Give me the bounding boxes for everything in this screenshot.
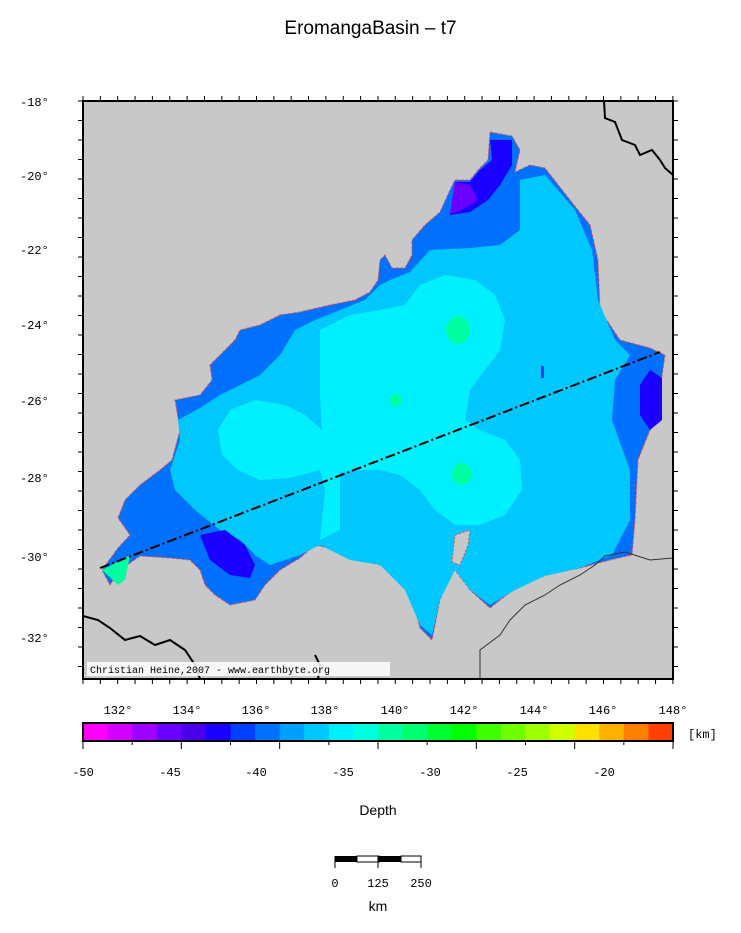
colorbar-unit: [km] xyxy=(688,728,717,742)
colorbar-tick-label: -25 xyxy=(506,766,528,780)
colorbar-swatch xyxy=(156,723,182,741)
colorbar-tick-label: -50 xyxy=(72,766,94,780)
colorbar-swatch xyxy=(476,723,502,741)
colorbar-swatch xyxy=(181,723,207,741)
colorbar-tick-label: -40 xyxy=(245,766,267,780)
lat-label: -18° xyxy=(20,96,49,110)
lake-notch xyxy=(451,529,471,566)
depth-mark-small xyxy=(541,366,544,378)
map-title: EromangaBasin – t7 xyxy=(284,18,457,39)
colorbar-swatch xyxy=(279,723,305,741)
colorbar-swatch xyxy=(623,723,649,741)
colorbar-swatch xyxy=(599,723,625,741)
colorbar-swatch xyxy=(500,723,526,741)
colorbar-swatch xyxy=(648,723,674,741)
scale-tick-label: 125 xyxy=(367,877,389,891)
lon-label: 142° xyxy=(450,704,479,718)
lon-label: 148° xyxy=(659,704,688,718)
lat-label: -22° xyxy=(20,244,49,258)
scale-tick-label: 250 xyxy=(410,877,432,891)
lon-label: 144° xyxy=(520,704,549,718)
colorbar-tick-label: -45 xyxy=(159,766,181,780)
lon-label: 140° xyxy=(381,704,410,718)
colorbar-swatch xyxy=(205,723,231,741)
colorbar-swatch xyxy=(378,723,404,741)
lat-label: -30° xyxy=(20,551,49,565)
scale-unit: km xyxy=(368,898,388,914)
colorbar-tick-label: -30 xyxy=(419,766,441,780)
colorbar-swatch xyxy=(451,723,477,741)
depth-spot-green xyxy=(452,463,472,485)
lon-label: 134° xyxy=(173,704,202,718)
colorbar-swatch xyxy=(328,723,354,741)
coastline-southwest xyxy=(82,615,201,680)
scale-bar xyxy=(334,855,422,868)
colorbar-swatch xyxy=(402,723,428,741)
credit-text: Christian Heine,2007 - www.earthbyte.org xyxy=(90,665,330,677)
colorbar-swatch xyxy=(304,723,330,741)
colorbar-swatch xyxy=(132,723,158,741)
depth-zone-deep-southwest xyxy=(200,530,255,578)
colorbar-swatch xyxy=(427,723,453,741)
state-border xyxy=(479,551,674,679)
colorbar xyxy=(82,722,674,749)
lat-label: -20° xyxy=(20,170,49,184)
depth-zone-deep-east xyxy=(640,370,662,430)
coastline-northeast xyxy=(603,100,674,176)
colorbar-swatch xyxy=(550,723,576,741)
colorbar-swatch xyxy=(107,723,133,741)
lat-label: -28° xyxy=(20,472,49,486)
profile-line xyxy=(99,351,661,569)
lon-label: 132° xyxy=(104,704,133,718)
colorbar-tick-label: -20 xyxy=(593,766,615,780)
lat-label: -32° xyxy=(20,632,49,646)
depth-spot-green xyxy=(390,394,402,406)
colorbar-swatch xyxy=(255,723,281,741)
lon-label: 136° xyxy=(242,704,271,718)
lon-label: 138° xyxy=(311,704,340,718)
colorbar-swatch xyxy=(353,723,379,741)
lon-label: 146° xyxy=(589,704,618,718)
colorbar-swatch xyxy=(525,723,551,741)
scale-tick-label: 0 xyxy=(331,877,338,891)
colorbar-tick-label: -35 xyxy=(332,766,354,780)
colorbar-swatch xyxy=(574,723,600,741)
depth-spot-green xyxy=(446,316,470,344)
depth-zone-violet xyxy=(450,182,478,214)
lat-label: -24° xyxy=(20,319,49,333)
depth-zone-cyan xyxy=(218,275,522,540)
colorbar-title: Depth xyxy=(359,802,397,818)
colorbar-swatch xyxy=(230,723,256,741)
colorbar-swatch xyxy=(83,723,109,741)
depth-zone-green-west xyxy=(102,555,130,585)
credit-box xyxy=(87,662,390,676)
lat-label: -26° xyxy=(20,395,49,409)
